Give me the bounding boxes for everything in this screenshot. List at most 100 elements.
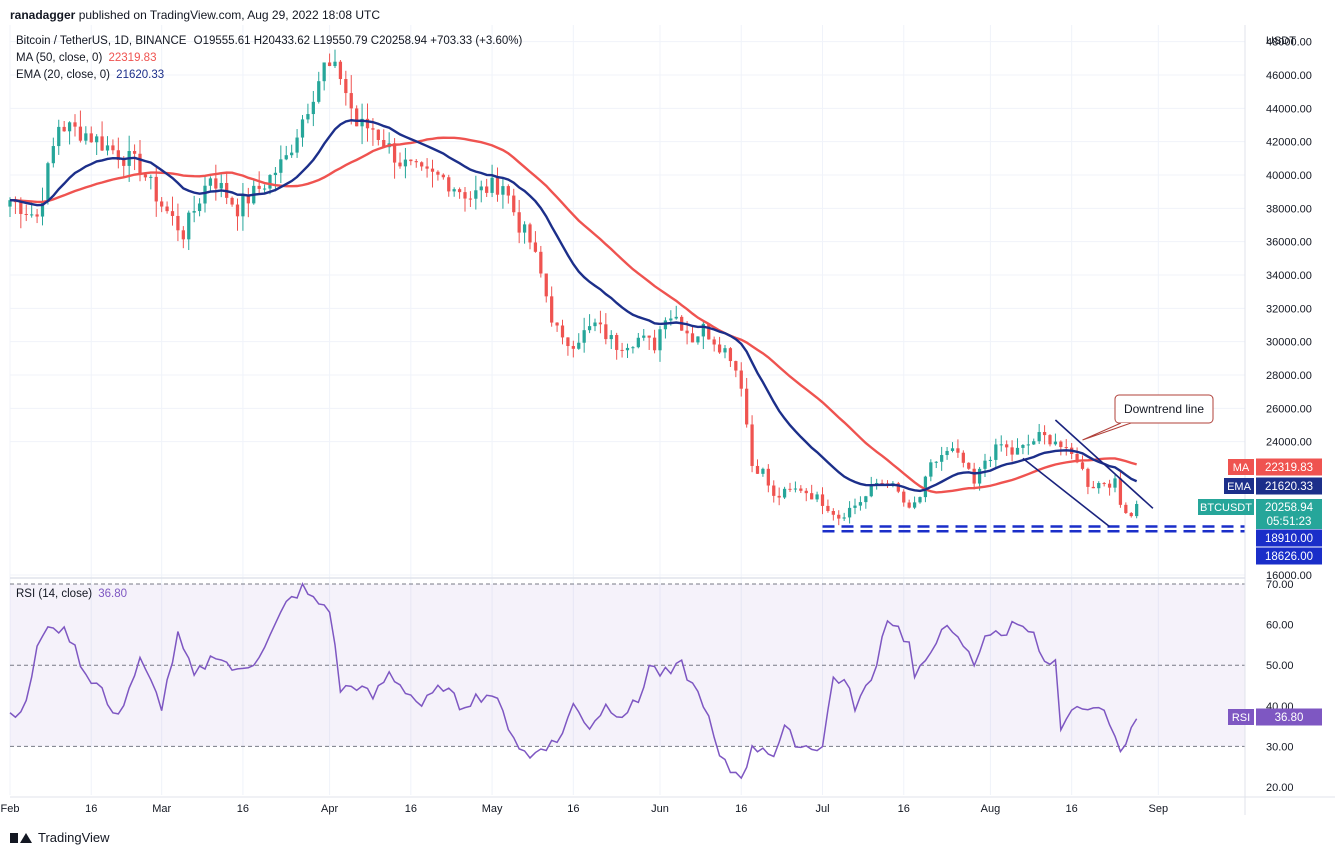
candle[interactable] [24, 213, 28, 215]
candle[interactable] [707, 323, 711, 340]
candle[interactable] [934, 461, 938, 463]
candle[interactable] [912, 502, 917, 508]
candle[interactable] [143, 174, 148, 178]
candle[interactable] [869, 485, 873, 497]
candle[interactable] [685, 330, 689, 334]
candle[interactable] [1037, 432, 1041, 442]
candle[interactable] [51, 146, 55, 164]
candle[interactable] [598, 322, 603, 325]
candle[interactable] [631, 347, 635, 349]
candle[interactable] [739, 370, 743, 389]
candle[interactable] [111, 145, 115, 151]
candle[interactable] [1010, 447, 1014, 455]
candle[interactable] [604, 324, 608, 340]
candle[interactable] [365, 118, 370, 129]
candle[interactable] [907, 502, 911, 508]
candle[interactable] [837, 514, 841, 519]
candle[interactable] [1075, 453, 1079, 463]
candle[interactable] [452, 189, 456, 192]
candle[interactable] [474, 190, 478, 199]
candle[interactable] [392, 143, 397, 163]
candle[interactable] [57, 126, 61, 147]
candle[interactable] [820, 494, 825, 506]
candle[interactable] [940, 455, 944, 462]
candle[interactable] [62, 126, 66, 132]
candle[interactable] [105, 145, 110, 151]
candle[interactable] [219, 182, 223, 189]
candle[interactable] [1107, 483, 1112, 488]
candle[interactable] [902, 491, 906, 503]
candle[interactable] [19, 202, 23, 214]
candle[interactable] [587, 326, 592, 331]
candle[interactable] [977, 468, 982, 484]
candle[interactable] [1129, 512, 1133, 517]
candle[interactable] [647, 335, 651, 338]
candle[interactable] [122, 160, 126, 166]
candle[interactable] [1048, 435, 1052, 445]
candle[interactable] [1026, 444, 1030, 446]
candle[interactable] [181, 230, 185, 240]
rsi-legend[interactable]: RSI (14, close) 36.80 [16, 588, 127, 600]
candle[interactable] [745, 388, 749, 425]
candle[interactable] [132, 151, 137, 154]
candle[interactable] [100, 136, 104, 151]
candle[interactable] [544, 273, 548, 297]
candle[interactable] [712, 339, 716, 345]
candle[interactable] [945, 450, 949, 456]
candle[interactable] [674, 316, 678, 319]
candle[interactable] [338, 61, 343, 80]
candle[interactable] [430, 168, 435, 172]
candle[interactable] [571, 346, 575, 349]
candle[interactable] [436, 171, 440, 175]
candle[interactable] [214, 178, 218, 189]
candle[interactable] [842, 517, 846, 519]
candle[interactable] [777, 495, 781, 498]
candle[interactable] [300, 119, 305, 138]
candle[interactable] [1102, 483, 1106, 485]
candle[interactable] [550, 296, 554, 323]
candle[interactable] [528, 224, 532, 243]
candle[interactable] [972, 468, 976, 484]
publisher-name[interactable]: ranadagger [10, 8, 76, 22]
candle[interactable] [1097, 483, 1101, 489]
candle[interactable] [929, 462, 933, 477]
candle[interactable] [918, 497, 922, 503]
candle[interactable] [1086, 468, 1090, 487]
candle[interactable] [533, 242, 538, 252]
rsi-14-line[interactable] [9, 581, 1138, 780]
candle[interactable] [311, 101, 315, 115]
ema-20-line[interactable] [9, 119, 1138, 493]
candle[interactable] [468, 198, 473, 200]
candle[interactable] [1042, 432, 1047, 436]
candle[interactable] [717, 344, 722, 353]
candle[interactable] [73, 122, 77, 127]
candle[interactable] [761, 468, 765, 474]
candle[interactable] [826, 505, 830, 512]
candle[interactable] [333, 61, 337, 67]
candle[interactable] [723, 348, 727, 353]
candle[interactable] [1124, 504, 1128, 513]
candle[interactable] [566, 337, 570, 347]
candle[interactable] [176, 215, 180, 231]
candle[interactable] [414, 161, 418, 163]
candle[interactable] [67, 122, 72, 132]
candle[interactable] [463, 192, 467, 199]
candle[interactable] [116, 150, 120, 161]
candle[interactable] [1113, 478, 1117, 488]
candle[interactable] [398, 162, 402, 167]
candle[interactable] [999, 444, 1003, 446]
candle[interactable] [447, 177, 451, 192]
candle[interactable] [1091, 486, 1095, 489]
candle[interactable] [810, 493, 814, 500]
candle[interactable] [84, 133, 88, 141]
candle[interactable] [772, 485, 776, 496]
candle[interactable] [1064, 447, 1068, 449]
candle[interactable] [457, 189, 462, 193]
candle[interactable] [625, 347, 630, 351]
candle[interactable] [1021, 445, 1025, 448]
downtrend-line[interactable] [1022, 457, 1111, 528]
candle[interactable] [290, 152, 294, 156]
candle[interactable] [273, 172, 278, 176]
footer-brand[interactable]: TradingView [10, 830, 110, 845]
